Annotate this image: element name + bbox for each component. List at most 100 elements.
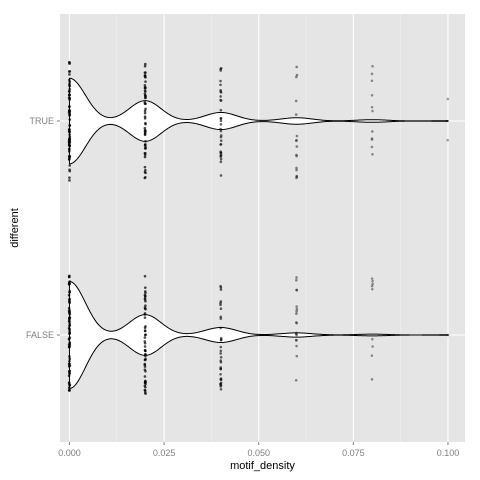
data-point xyxy=(370,72,374,76)
data-point xyxy=(144,107,147,111)
data-point xyxy=(143,379,147,383)
data-point xyxy=(144,168,147,172)
data-point xyxy=(219,345,223,349)
x-tick-label: 0.025 xyxy=(153,448,176,458)
data-point xyxy=(143,298,147,301)
data-point xyxy=(143,391,147,394)
data-point xyxy=(68,60,71,64)
data-point xyxy=(143,64,147,68)
data-point xyxy=(68,73,71,76)
data-point xyxy=(295,176,298,180)
data-point xyxy=(295,168,298,172)
x-axis-title: motif_density xyxy=(230,460,295,472)
data-point xyxy=(219,67,222,71)
data-point xyxy=(68,179,71,182)
data-point xyxy=(144,171,147,175)
data-point xyxy=(143,115,147,118)
y-tick-label: FALSE xyxy=(26,330,54,340)
data-point xyxy=(68,130,72,134)
data-point xyxy=(144,86,147,90)
data-point xyxy=(219,157,223,161)
data-point xyxy=(143,62,147,66)
data-point xyxy=(143,111,147,115)
data-point xyxy=(295,338,298,342)
data-point xyxy=(219,326,223,330)
data-point xyxy=(143,274,147,278)
data-point xyxy=(143,131,147,135)
data-point xyxy=(68,176,71,179)
data-point xyxy=(68,133,71,136)
x-axis-ticks: 0.000 0.025 0.050 0.075 0.100 xyxy=(58,442,459,458)
data-point xyxy=(294,139,298,142)
data-point xyxy=(219,367,223,371)
data-point xyxy=(67,386,71,390)
data-point xyxy=(370,277,374,280)
data-point xyxy=(446,333,450,337)
data-point xyxy=(295,65,299,69)
data-point xyxy=(219,381,223,385)
data-point xyxy=(219,142,223,146)
data-point xyxy=(143,348,147,352)
data-point xyxy=(68,343,72,347)
data-point xyxy=(68,290,72,294)
data-point xyxy=(144,90,147,93)
data-point xyxy=(68,282,71,286)
data-point xyxy=(68,90,71,93)
data-point xyxy=(219,135,223,139)
data-point xyxy=(144,80,147,83)
data-point xyxy=(295,139,298,142)
data-point xyxy=(370,137,374,140)
y-axis-ticks: TRUE FALSE xyxy=(26,116,60,340)
data-point xyxy=(295,134,299,138)
data-point xyxy=(68,357,72,361)
data-point xyxy=(143,313,147,316)
data-point xyxy=(219,301,222,305)
data-point xyxy=(295,321,299,325)
data-point xyxy=(219,123,223,126)
plot-panel xyxy=(60,14,465,442)
data-point xyxy=(144,357,147,361)
data-point xyxy=(219,160,223,164)
data-point xyxy=(219,95,222,98)
data-point xyxy=(219,139,223,142)
data-point xyxy=(143,329,147,332)
data-point xyxy=(370,93,374,97)
data-point xyxy=(143,92,147,95)
data-point xyxy=(143,345,147,348)
data-point xyxy=(371,152,374,156)
data-point xyxy=(68,310,71,314)
data-point xyxy=(143,316,147,319)
data-point xyxy=(295,288,299,292)
data-point xyxy=(144,94,147,97)
data-point xyxy=(144,139,147,143)
data-point xyxy=(67,345,71,349)
data-point xyxy=(295,339,298,342)
data-point xyxy=(370,287,374,291)
data-point xyxy=(295,354,299,358)
data-point xyxy=(67,293,71,297)
data-point xyxy=(68,144,72,148)
data-point xyxy=(68,365,71,368)
data-point xyxy=(143,389,147,392)
data-point xyxy=(295,333,299,337)
data-point xyxy=(68,138,72,141)
data-point xyxy=(67,128,71,131)
data-point xyxy=(219,91,223,94)
data-point xyxy=(219,89,222,92)
violin-false xyxy=(68,280,449,390)
data-point xyxy=(294,99,298,103)
data-point xyxy=(144,147,147,150)
data-point xyxy=(68,312,72,316)
data-point xyxy=(219,352,222,355)
data-point xyxy=(144,304,147,307)
data-point xyxy=(219,108,223,112)
data-point xyxy=(219,288,223,291)
data-point xyxy=(144,325,147,328)
data-point xyxy=(219,360,223,364)
data-point xyxy=(219,151,223,155)
data-point xyxy=(144,290,147,293)
data-point xyxy=(144,71,147,74)
data-point xyxy=(219,336,223,340)
data-point xyxy=(68,323,72,327)
data-point xyxy=(219,385,222,388)
